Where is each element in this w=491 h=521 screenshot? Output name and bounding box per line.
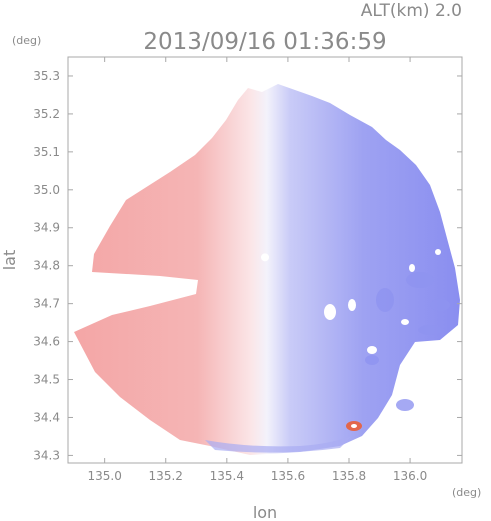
data-gap — [409, 264, 415, 272]
x-tick-label: 135.2 — [149, 469, 183, 483]
y-axis-label: lat — [0, 250, 19, 271]
velocity-patch — [418, 325, 442, 335]
axis-ticks — [68, 57, 462, 463]
x-tick-label: 135.6 — [271, 469, 305, 483]
strong-echo-core — [351, 424, 357, 428]
y-tick-label: 34.4 — [33, 410, 60, 424]
x-tick-label: 135.4 — [210, 469, 244, 483]
x-tick-label: 135.8 — [332, 469, 366, 483]
velocity-patch — [430, 299, 450, 311]
velocity-coverage-area — [74, 84, 460, 455]
velocity-patch — [396, 399, 414, 411]
chart-title: 2013/09/16 01:36:59 — [143, 29, 386, 55]
y-tick-label: 35.2 — [33, 107, 60, 121]
y-tick-label: 35.1 — [33, 145, 60, 159]
y-tick-label: 34.6 — [33, 335, 60, 349]
y-tick-label: 34.7 — [33, 297, 60, 311]
y-tick-label: 34.9 — [33, 221, 60, 235]
data-gap — [367, 346, 377, 354]
y-tick-label: 35.3 — [33, 69, 60, 83]
y-tick-label: 34.8 — [33, 259, 60, 273]
velocity-patch — [376, 288, 394, 312]
y-tick-label: 34.3 — [33, 448, 60, 462]
axis-tick-labels: 135.0 135.2 135.4 135.6 135.8 136.0 34.3 34.4 34… — [33, 69, 427, 483]
y-tick-label: 35.0 — [33, 183, 60, 197]
chart-subtitle: ALT(km) 2.0 — [361, 1, 462, 21]
x-tick-label: 135.0 — [87, 469, 121, 483]
y-unit-label: (deg) — [12, 34, 41, 47]
x-unit-label: (deg) — [452, 486, 481, 499]
data-gap — [348, 299, 356, 311]
velocity-patch — [406, 272, 434, 288]
data-gap — [401, 319, 409, 325]
x-tick-label: 136.0 — [393, 469, 427, 483]
radar-center — [261, 253, 269, 262]
velocity-field — [74, 84, 460, 455]
y-tick-label: 34.5 — [33, 373, 60, 387]
velocity-patch — [365, 355, 379, 365]
data-gap — [435, 249, 441, 255]
velocity-band — [205, 436, 352, 453]
plot-frame — [67, 56, 463, 464]
data-gap — [324, 304, 336, 320]
x-axis-label: lon — [253, 503, 277, 521]
